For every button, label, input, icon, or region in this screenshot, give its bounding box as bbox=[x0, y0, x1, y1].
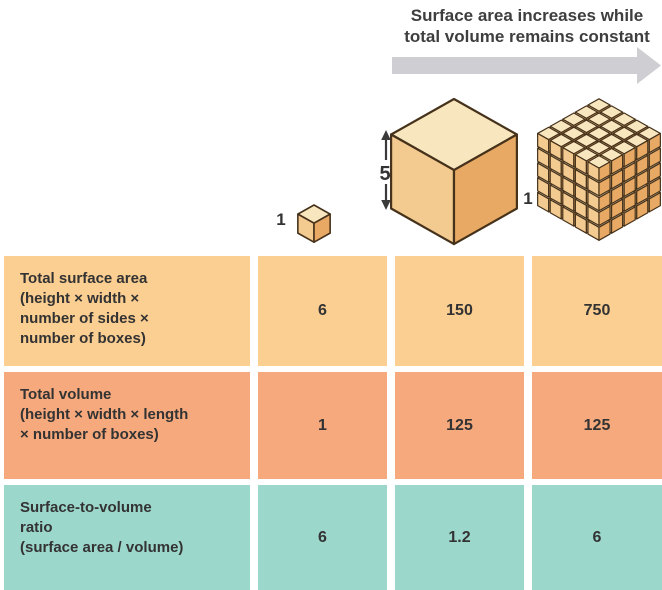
dimension-arrow-part bbox=[381, 200, 391, 210]
cube-face bbox=[623, 206, 636, 227]
surface-area-value-cube-array: 750 bbox=[532, 256, 662, 366]
cube-face bbox=[598, 205, 611, 227]
large-cube-size-label: 5 bbox=[379, 163, 390, 185]
cube-face bbox=[623, 191, 636, 212]
cube-face bbox=[610, 213, 624, 234]
cube-face bbox=[598, 190, 611, 212]
cube-illustration: 1 5 1 bbox=[276, 47, 661, 246]
ratio-value-1-cube: 6 bbox=[258, 485, 387, 590]
volume-value-big-cube: 125 bbox=[395, 372, 524, 479]
cube-face bbox=[648, 177, 661, 198]
row-surface-area-label: Total surface area (height × width × num… bbox=[4, 256, 250, 366]
surface-area-value-big-cube: 150 bbox=[395, 256, 524, 366]
cube-face bbox=[623, 147, 636, 168]
volume-value-cube-array: 125 bbox=[532, 372, 662, 479]
large-cube bbox=[390, 97, 519, 246]
cube-face bbox=[610, 168, 624, 190]
cube-face bbox=[648, 162, 661, 183]
cube-face bbox=[648, 132, 661, 154]
surface-area-value-1-cube: 6 bbox=[258, 256, 387, 366]
row-volume-label: Total volume (height × width × length × … bbox=[4, 372, 250, 479]
cube-face bbox=[598, 220, 611, 241]
cube-face bbox=[636, 154, 649, 176]
cube-face bbox=[648, 192, 661, 213]
dimension-arrow-part bbox=[381, 130, 391, 140]
cube-face bbox=[636, 199, 649, 220]
cube-face bbox=[452, 133, 519, 246]
cube-face bbox=[623, 161, 636, 183]
height-dimension-arrow bbox=[381, 130, 391, 210]
cube-array-size-label: 1 bbox=[523, 189, 532, 208]
small-cube-size-label: 1 bbox=[276, 210, 285, 229]
cube-face bbox=[623, 176, 636, 198]
cube-face bbox=[610, 154, 624, 175]
cube-array-5x5x5 bbox=[537, 98, 661, 241]
ratio-value-big-cube: 1.2 bbox=[395, 485, 524, 590]
cube-face bbox=[636, 139, 649, 161]
figure-title: Surface area increases while total volum… bbox=[404, 6, 650, 46]
data-table: Total surface area (height × width × num… bbox=[4, 256, 662, 590]
cube-face bbox=[636, 184, 649, 205]
cube-face bbox=[313, 213, 331, 244]
cube-face bbox=[610, 183, 624, 205]
small-cube bbox=[297, 204, 331, 244]
cube-face bbox=[598, 161, 611, 182]
cube-face bbox=[636, 169, 649, 190]
row-ratio-label: Surface-to-volume ratio (surface area / … bbox=[4, 485, 250, 590]
cube-face bbox=[648, 147, 661, 169]
cube-face bbox=[598, 176, 611, 197]
right-arrow-icon bbox=[392, 47, 661, 84]
ratio-value-cube-array: 6 bbox=[532, 485, 662, 590]
volume-value-1-cube: 1 bbox=[258, 372, 387, 479]
cube-face bbox=[610, 198, 624, 220]
